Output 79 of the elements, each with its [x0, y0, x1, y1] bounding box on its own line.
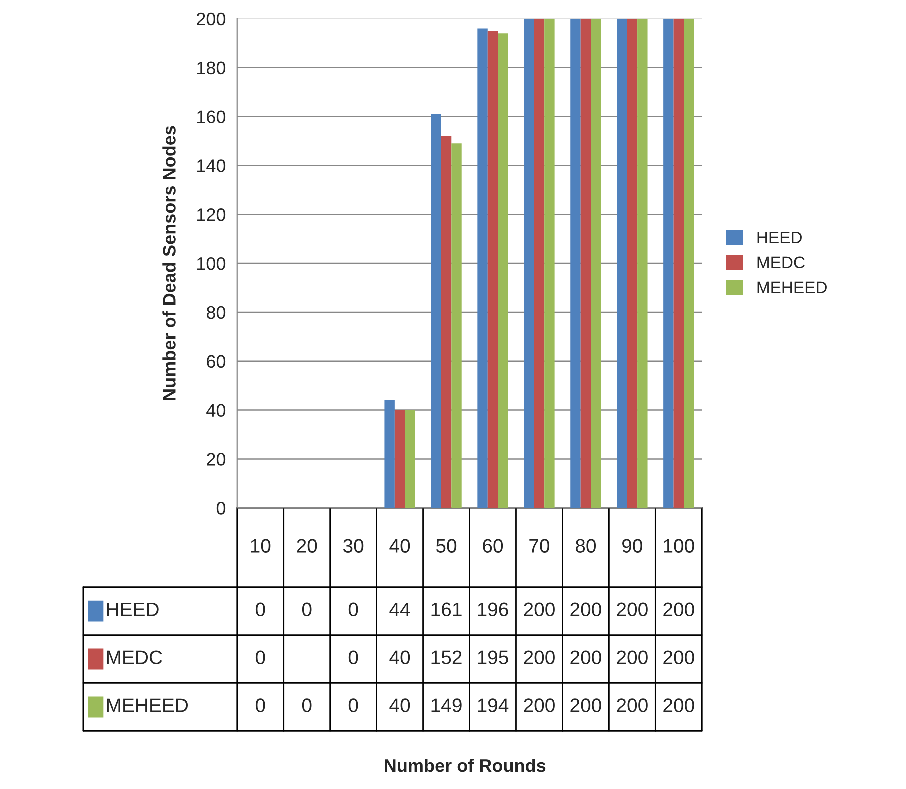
data-label: 0	[348, 602, 358, 617]
text: Number of Rounds	[385, 758, 546, 772]
data-label: 149	[432, 698, 462, 712]
x-tick-label: 60	[483, 539, 504, 553]
data-label: 0	[302, 698, 312, 712]
data-label: 200	[664, 650, 694, 664]
data-label: 200	[664, 602, 694, 617]
bar	[431, 114, 442, 508]
y-tick-label: 160	[198, 110, 226, 124]
bar	[684, 18, 694, 508]
data-label: 200	[664, 698, 694, 712]
data-label: 200	[570, 650, 602, 664]
bar	[544, 18, 555, 508]
y-tick-label: 20	[207, 453, 226, 466]
y-axis-title: Number of Dead Sensors Nodes	[162, 126, 176, 400]
y-tick-label: 100	[198, 257, 226, 270]
bar	[534, 18, 545, 508]
data-label: 200	[524, 602, 555, 617]
bar	[478, 28, 488, 508]
data-label: 200	[617, 602, 648, 617]
x-tick-label: 10	[251, 539, 271, 553]
data-label: 0	[256, 650, 266, 664]
data-label: 200	[617, 698, 648, 712]
data-label: 200	[570, 602, 602, 617]
legend-label: MEDC	[758, 256, 805, 269]
bar	[580, 18, 592, 508]
y-tick-label: 180	[198, 62, 226, 75]
text: MEHEED	[107, 698, 188, 712]
x-tick-label: 50	[436, 539, 457, 553]
data-label: 200	[524, 650, 555, 664]
data-label: 0	[348, 698, 358, 712]
y-tick-label: 60	[207, 355, 226, 368]
data-label: 40	[390, 650, 410, 664]
y-tick-label: 80	[206, 306, 226, 320]
bar	[498, 34, 508, 508]
bar	[591, 18, 602, 508]
legend-label: MEHEED	[758, 282, 827, 294]
data-label: 195	[478, 650, 508, 664]
data-label: 194	[478, 698, 509, 712]
bar	[638, 18, 648, 508]
x-tick-label: 80	[576, 539, 596, 553]
data-label: 200	[617, 650, 648, 664]
x-tick-label: 30	[343, 539, 364, 553]
bar	[452, 144, 462, 508]
bar	[405, 410, 416, 508]
y-tick-label: 40	[206, 404, 226, 417]
data-label: 200	[570, 698, 602, 712]
data-label: 0	[256, 602, 266, 617]
bar	[627, 18, 638, 508]
bar	[441, 136, 452, 508]
y-tick-label: 200	[197, 12, 226, 26]
y-tick-label: 0	[216, 502, 226, 515]
data-label: 161	[432, 602, 462, 617]
y-tick-label: 120	[198, 208, 226, 222]
bar	[524, 18, 534, 508]
data-label: 0	[256, 698, 266, 712]
bar	[570, 18, 581, 508]
data-label: 200	[524, 698, 555, 712]
x-tick-label: 20	[297, 539, 318, 553]
x-tick-label: 70	[530, 539, 550, 553]
text: MEDC	[107, 650, 162, 664]
bar	[488, 31, 498, 508]
x-tick-label: 90	[622, 539, 642, 553]
bar	[394, 410, 406, 508]
x-tick-label: 100	[664, 539, 694, 553]
data-label: 44	[390, 602, 410, 616]
bar	[674, 18, 684, 508]
text: HEED	[107, 602, 159, 616]
bar	[384, 400, 395, 508]
legend-label: HEED	[758, 232, 802, 244]
bar	[664, 18, 674, 508]
data-label: 0	[302, 602, 312, 617]
bar	[617, 18, 628, 508]
y-tick-label: 140	[198, 160, 226, 172]
data-label: 0	[348, 650, 358, 664]
data-label: 152	[432, 650, 462, 664]
data-label: 40	[390, 698, 410, 712]
data-label: 196	[478, 602, 508, 617]
x-tick-label: 40	[390, 539, 410, 553]
